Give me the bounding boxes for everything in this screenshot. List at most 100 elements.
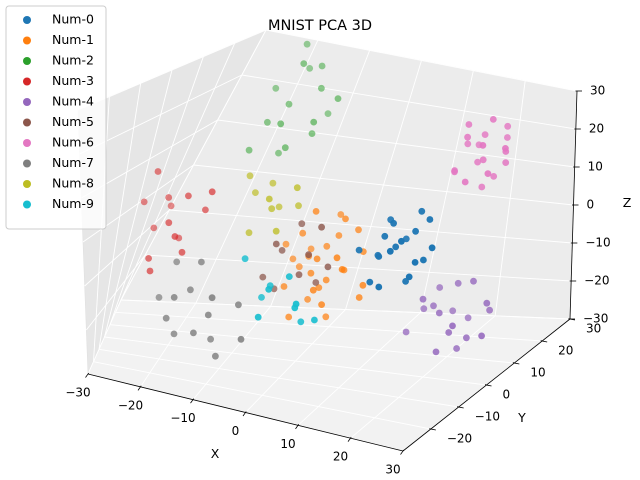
scatter-point bbox=[489, 116, 497, 123]
z-grid-line bbox=[77, 29, 267, 111]
z-tick-label: 20 bbox=[589, 122, 604, 136]
scatter-point bbox=[474, 158, 481, 166]
scatter-point bbox=[212, 352, 219, 360]
scatter-point bbox=[295, 202, 302, 210]
z-grid-line bbox=[87, 299, 122, 375]
x-tick-label: −20 bbox=[118, 398, 143, 412]
scatter-point bbox=[237, 335, 245, 343]
scatter-point bbox=[312, 279, 320, 286]
scatter-point bbox=[386, 247, 394, 255]
scatter-point bbox=[490, 173, 498, 180]
x-tick-label: 10 bbox=[280, 437, 295, 451]
scatter-point bbox=[150, 224, 158, 232]
scatter-point bbox=[304, 296, 311, 303]
scatter-point bbox=[178, 248, 186, 256]
axis-panes bbox=[77, 29, 578, 452]
y-axis-label: Y bbox=[517, 410, 526, 425]
scatter-point bbox=[449, 322, 456, 330]
scatter-point bbox=[464, 314, 472, 322]
z-grid-line bbox=[120, 299, 571, 320]
x-tick bbox=[295, 424, 300, 430]
y-tick-label: 10 bbox=[530, 366, 545, 380]
scatter-point bbox=[323, 242, 331, 250]
y-grid-line bbox=[104, 336, 487, 386]
scatter-point bbox=[235, 301, 242, 309]
scatter-point bbox=[318, 223, 325, 231]
scatter-point bbox=[318, 301, 325, 308]
scatter-point bbox=[470, 277, 477, 285]
scatter-point bbox=[299, 229, 307, 237]
z-grid-line bbox=[79, 74, 243, 155]
scatter-point bbox=[162, 314, 170, 322]
legend-marker bbox=[23, 36, 31, 45]
scatter-point bbox=[295, 271, 303, 279]
scatter-point bbox=[464, 140, 472, 148]
scatter-point bbox=[333, 254, 341, 262]
scatter-point bbox=[292, 300, 300, 308]
legend-label: Num-3 bbox=[52, 73, 94, 88]
scatter-point bbox=[252, 189, 259, 197]
scatter-point bbox=[411, 259, 419, 266]
scatter-point bbox=[311, 316, 318, 324]
scatter-point bbox=[269, 179, 277, 187]
scatter-point bbox=[275, 203, 283, 211]
scatter-point bbox=[275, 149, 282, 157]
scatter-point bbox=[265, 195, 273, 203]
scatter-point bbox=[293, 184, 301, 192]
scatter-point bbox=[140, 198, 148, 206]
scatter-point bbox=[285, 100, 293, 108]
scatter-point bbox=[272, 240, 280, 248]
x-tick-label: 0 bbox=[232, 424, 240, 438]
legend-label: Num-1 bbox=[52, 32, 94, 47]
scatter-point bbox=[479, 156, 487, 164]
scatter-point bbox=[241, 255, 249, 263]
z-tick-label: 0 bbox=[587, 198, 595, 212]
scatter-point bbox=[465, 121, 473, 128]
scatter-point bbox=[208, 294, 216, 302]
legend-marker bbox=[23, 98, 31, 106]
scatter-point bbox=[392, 243, 400, 251]
z-tick-label: 30 bbox=[590, 84, 605, 98]
x-tick bbox=[85, 372, 90, 378]
scatter-point bbox=[278, 247, 286, 254]
scatter-point bbox=[204, 311, 212, 319]
legend-marker bbox=[23, 57, 31, 65]
scatter-point bbox=[451, 168, 458, 176]
scatter-point bbox=[419, 295, 427, 303]
y-tick bbox=[457, 406, 464, 409]
scatter-point bbox=[318, 62, 326, 70]
scatter-point bbox=[486, 306, 493, 314]
z-grid-line bbox=[85, 254, 146, 331]
scatter-point bbox=[281, 144, 289, 152]
scatter-point bbox=[322, 313, 330, 321]
scatter-point bbox=[366, 278, 374, 286]
legend-label: Num-6 bbox=[52, 135, 94, 150]
scatter-point bbox=[285, 313, 293, 321]
z-tick-label: −30 bbox=[583, 312, 608, 326]
scatter-point bbox=[338, 266, 346, 273]
scatter-point bbox=[322, 276, 330, 284]
z-axis-label: Z bbox=[623, 195, 632, 210]
scatter-point bbox=[449, 307, 457, 315]
scatter-point bbox=[454, 279, 462, 287]
scatter-point bbox=[307, 269, 315, 277]
y-tick-label: 20 bbox=[558, 344, 573, 358]
scatter-point bbox=[272, 227, 280, 235]
scatter-point bbox=[355, 246, 363, 254]
scatter-point bbox=[165, 194, 173, 201]
scatter-point bbox=[190, 329, 197, 337]
scatter-point bbox=[289, 255, 297, 263]
scatter-point bbox=[145, 255, 153, 262]
x-tick-label: −10 bbox=[170, 411, 195, 425]
z-tick-label: −20 bbox=[584, 274, 609, 288]
legend-marker bbox=[23, 159, 31, 168]
scatter-point bbox=[428, 244, 436, 252]
scatter-point bbox=[405, 273, 413, 281]
scatter-point bbox=[246, 172, 254, 180]
scatter-point bbox=[355, 294, 363, 301]
scatter-point bbox=[308, 130, 316, 138]
legend-label: Num-4 bbox=[52, 94, 94, 109]
scatter-point bbox=[264, 118, 271, 126]
scatter-point bbox=[187, 286, 194, 294]
y-grid-line bbox=[109, 324, 515, 364]
